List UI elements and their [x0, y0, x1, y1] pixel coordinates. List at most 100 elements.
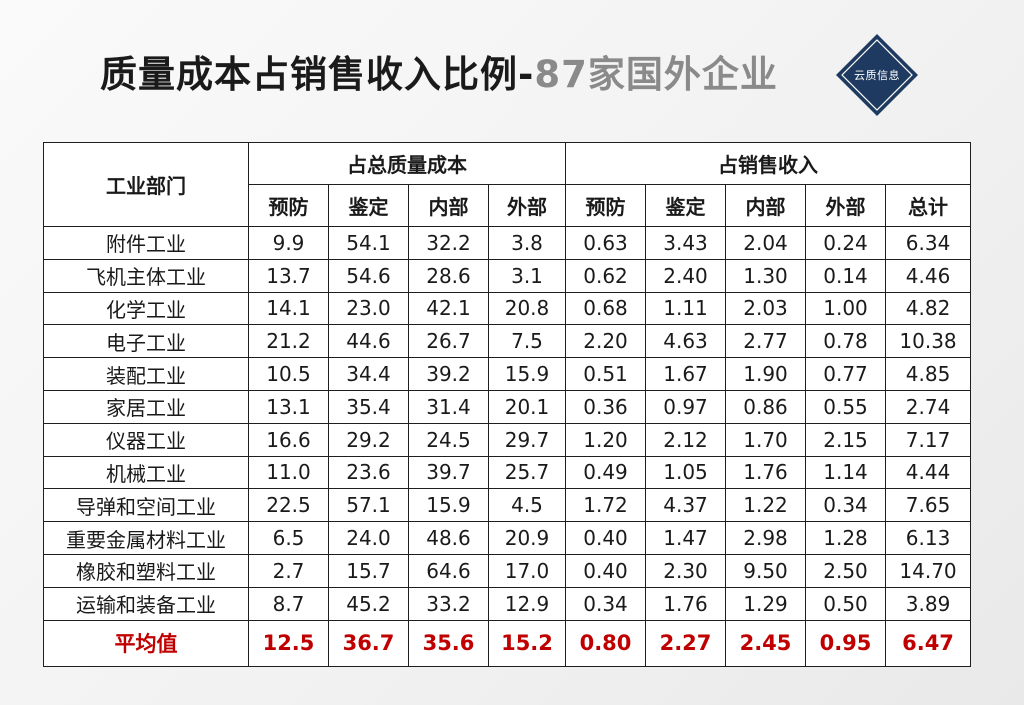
dept-cell: 附件工业 — [43, 226, 249, 260]
value-cell: 39.2 — [408, 357, 489, 391]
value-cell: 3.43 — [645, 226, 726, 260]
sub-header-appraisal: 鉴定 — [645, 184, 726, 227]
table-row: 装配工业 10.5 34.4 39.2 15.9 0.51 1.67 1.90 … — [43, 357, 972, 391]
value-cell: 0.50 — [805, 586, 886, 621]
value-cell: 33.2 — [408, 586, 489, 621]
value-cell: 2.04 — [725, 226, 806, 260]
value-cell: 0.14 — [805, 258, 886, 293]
table-row: 运输和装备工业 8.7 45.2 33.2 12.9 0.34 1.76 1.2… — [43, 586, 972, 621]
value-cell: 45.2 — [328, 586, 409, 621]
value-cell: 2.40 — [645, 258, 726, 293]
logo-diamond-icon — [836, 34, 918, 116]
value-cell: 2.20 — [565, 324, 646, 359]
value-cell: 1.76 — [725, 455, 806, 490]
value-cell: 2.98 — [725, 521, 806, 555]
value-cell: 0.63 — [565, 226, 646, 260]
value-cell: 0.86 — [725, 389, 806, 424]
value-cell: 20.1 — [488, 389, 566, 424]
value-cell: 4.46 — [884, 258, 972, 293]
group-header-quality-cost: 占总质量成本 — [248, 142, 566, 185]
value-cell: 35.4 — [328, 389, 409, 424]
value-cell: 15.9 — [488, 357, 566, 391]
average-row: 平均值 12.5 36.7 35.6 15.2 0.80 2.27 2.45 0… — [43, 619, 972, 667]
sub-header-appraisal: 鉴定 — [328, 184, 409, 227]
average-value-cell: 2.45 — [725, 619, 806, 667]
value-cell: 29.2 — [328, 422, 409, 457]
value-cell: 7.17 — [884, 422, 972, 457]
value-cell: 0.77 — [805, 357, 886, 391]
value-cell: 10.38 — [884, 324, 972, 359]
value-cell: 10.5 — [248, 357, 329, 391]
value-cell: 0.24 — [805, 226, 886, 260]
value-cell: 21.2 — [248, 324, 329, 359]
value-cell: 2.77 — [725, 324, 806, 359]
average-value-cell: 6.47 — [884, 619, 972, 667]
value-cell: 1.47 — [645, 521, 726, 555]
value-cell: 0.97 — [645, 389, 726, 424]
value-cell: 3.89 — [884, 586, 972, 621]
value-cell: 26.7 — [408, 324, 489, 359]
average-value-cell: 35.6 — [408, 619, 489, 667]
company-logo: 云质信息 — [832, 30, 922, 120]
dept-cell: 家居工业 — [43, 389, 249, 424]
group-header-sales-revenue: 占销售收入 — [564, 142, 972, 185]
value-cell: 34.4 — [328, 357, 409, 391]
value-cell: 54.6 — [328, 258, 409, 293]
value-cell: 1.29 — [725, 586, 806, 621]
value-cell: 6.5 — [248, 521, 329, 555]
table-body: 附件工业 9.9 54.1 32.2 3.8 0.63 3.43 2.04 0.… — [43, 226, 972, 667]
value-cell: 1.90 — [725, 357, 806, 391]
value-cell: 14.1 — [248, 291, 329, 326]
value-cell: 1.14 — [805, 455, 886, 490]
value-cell: 0.34 — [565, 586, 646, 621]
value-cell: 20.8 — [488, 291, 566, 326]
value-cell: 2.50 — [805, 553, 886, 588]
sub-header-total: 总计 — [884, 184, 972, 227]
value-cell: 3.8 — [488, 226, 566, 260]
value-cell: 0.55 — [805, 389, 886, 424]
value-cell: 0.78 — [805, 324, 886, 359]
table-row: 附件工业 9.9 54.1 32.2 3.8 0.63 3.43 2.04 0.… — [43, 226, 972, 260]
value-cell: 28.6 — [408, 258, 489, 293]
table-row: 机械工业 11.0 23.6 39.7 25.7 0.49 1.05 1.76 … — [43, 455, 972, 490]
sub-header-internal: 内部 — [725, 184, 806, 227]
value-cell: 0.68 — [565, 291, 646, 326]
value-cell: 1.70 — [725, 422, 806, 457]
value-cell: 15.9 — [408, 488, 489, 523]
value-cell: 48.6 — [408, 521, 489, 555]
value-cell: 4.63 — [645, 324, 726, 359]
table-row: 飞机主体工业 13.7 54.6 28.6 3.1 0.62 2.40 1.30… — [43, 258, 972, 293]
value-cell: 64.6 — [408, 553, 489, 588]
value-cell: 1.30 — [725, 258, 806, 293]
logo-text: 云质信息 — [854, 69, 900, 82]
value-cell: 12.9 — [488, 586, 566, 621]
value-cell: 4.85 — [884, 357, 972, 391]
value-cell: 44.6 — [328, 324, 409, 359]
value-cell: 20.9 — [488, 521, 566, 555]
value-cell: 4.44 — [884, 455, 972, 490]
dept-cell: 飞机主体工业 — [43, 258, 249, 293]
dept-cell: 装配工业 — [43, 357, 249, 391]
value-cell: 1.20 — [565, 422, 646, 457]
value-cell: 54.1 — [328, 226, 409, 260]
sub-header-prevention: 预防 — [565, 184, 646, 227]
value-cell: 1.22 — [725, 488, 806, 523]
value-cell: 2.30 — [645, 553, 726, 588]
average-value-cell: 12.5 — [248, 619, 329, 667]
table-row: 家居工业 13.1 35.4 31.4 20.1 0.36 0.97 0.86 … — [43, 389, 972, 424]
value-cell: 0.34 — [805, 488, 886, 523]
value-cell: 14.70 — [884, 553, 972, 588]
page-title: 质量成本占销售收入比例-87家国外企业 — [100, 44, 778, 98]
value-cell: 32.2 — [408, 226, 489, 260]
value-cell: 0.62 — [565, 258, 646, 293]
average-value-cell: 0.95 — [805, 619, 886, 667]
value-cell: 2.12 — [645, 422, 726, 457]
value-cell: 23.0 — [328, 291, 409, 326]
quality-cost-table: 工业部门 占总质量成本 占销售收入 预防 鉴定 内部 外部 预防 鉴定 内部 外… — [43, 142, 972, 667]
sub-header-external: 外部 — [805, 184, 886, 227]
table-row: 化学工业 14.1 23.0 42.1 20.8 0.68 1.11 2.03 … — [43, 291, 972, 326]
value-cell: 4.37 — [645, 488, 726, 523]
value-cell: 1.28 — [805, 521, 886, 555]
value-cell: 57.1 — [328, 488, 409, 523]
table-row: 仪器工业 16.6 29.2 24.5 29.7 1.20 2.12 1.70 … — [43, 422, 972, 457]
